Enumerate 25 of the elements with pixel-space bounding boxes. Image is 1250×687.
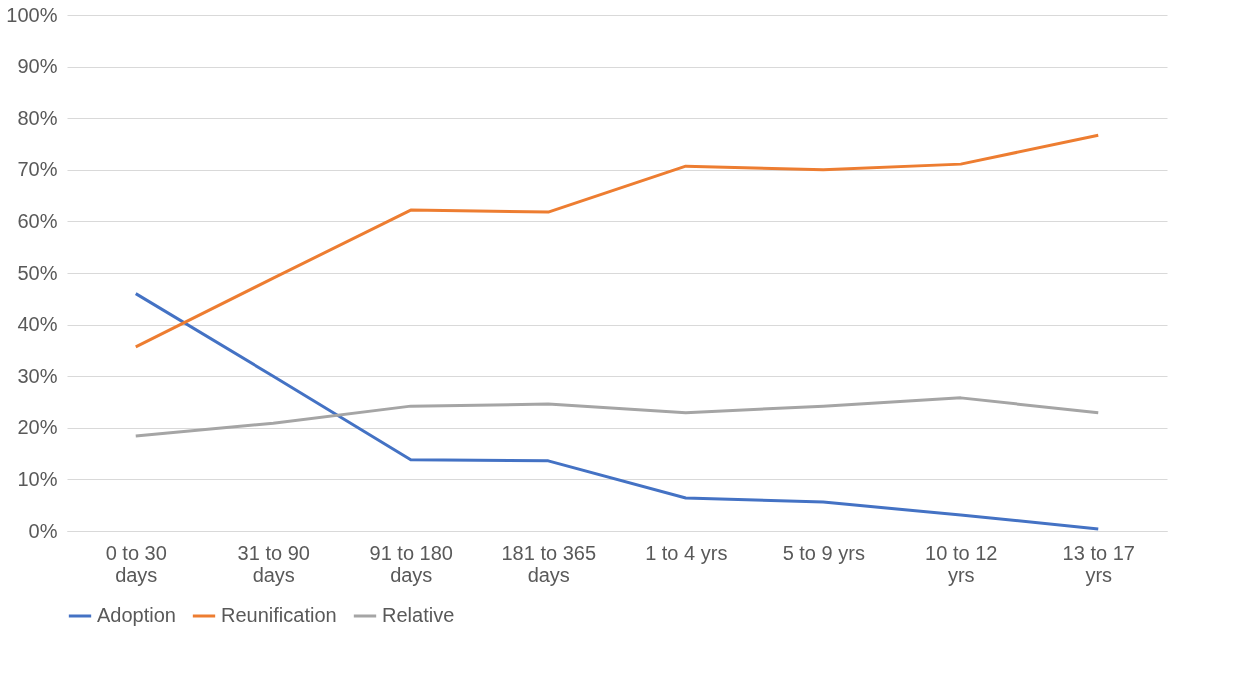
y-tick-label: 60% (17, 209, 58, 232)
line-series (134, 292, 1100, 531)
y-tick-label: 100% (6, 3, 58, 26)
y-tick-label: 20% (17, 416, 58, 439)
y-tick-label: 70% (17, 158, 58, 181)
x-tick-label: 91 to 180 days (369, 541, 453, 586)
y-tick-label: 0% (28, 519, 58, 542)
legend-label: Adoption (97, 604, 176, 626)
legend-label: Relative (382, 604, 455, 626)
x-tick-label: 0 to 30 days (105, 541, 167, 586)
line-series (134, 396, 1100, 438)
y-tick-label: 10% (17, 467, 58, 490)
y-tick-label: 90% (17, 55, 58, 78)
y-tick-label: 30% (17, 364, 58, 387)
y-tick-label: 50% (17, 261, 58, 284)
x-tick-label: 1 to 4 yrs (645, 541, 728, 564)
line-series (134, 133, 1100, 349)
legend-label: Reunification (221, 604, 337, 626)
y-tick-label: 80% (17, 106, 58, 129)
y-tick-label: 40% (17, 313, 58, 336)
x-tick-label: 31 to 90 days (237, 541, 310, 586)
x-tick-label: 10 to 12 yrs (925, 541, 998, 586)
x-tick-label: 181 to 365 days (501, 541, 597, 586)
x-tick-label: 13 to 17 yrs (1062, 541, 1135, 586)
x-tick-label: 5 to 9 yrs (782, 541, 865, 564)
